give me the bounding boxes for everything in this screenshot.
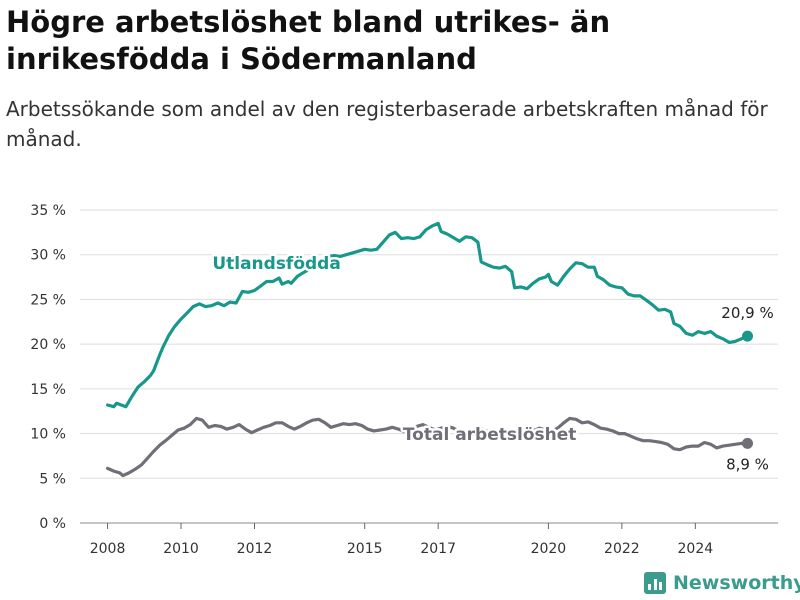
x-tick-label: 2015 <box>347 541 383 557</box>
y-tick-label: 20 % <box>30 337 66 353</box>
series-layer <box>106 221 754 478</box>
page-title: Högre arbetslöshet bland utrikes- än inr… <box>6 5 611 76</box>
grid-layer <box>80 209 778 524</box>
page-subtitle: Arbetssökande som andel av den registerb… <box>6 97 768 151</box>
y-tick-label: 35 % <box>30 203 66 219</box>
end-label-total-arbetsloshet: 8,9 % <box>726 455 769 473</box>
brand-name: Newsworthy <box>673 572 800 594</box>
x-tick-label: 2022 <box>604 541 640 557</box>
y-tick-label: 25 % <box>30 292 66 308</box>
series-label-total-arbetsloshet: Total arbetslöshet <box>403 425 577 445</box>
x-tick-label: 2012 <box>237 541 273 557</box>
x-tick-label: 2024 <box>678 541 714 557</box>
bar-chart-logo-icon <box>644 572 666 594</box>
y-tick-label: 30 % <box>30 248 66 264</box>
label-layer: 20,9 % 8,9 % Utlandsfödda Total arbetslöshe… <box>210 252 774 474</box>
y-tick-label: 15 % <box>30 382 66 398</box>
x-tick-label: 2008 <box>90 541 126 557</box>
x-tick-label: 2017 <box>420 541 456 557</box>
x-tick-label: 2010 <box>163 541 199 557</box>
series-line-utlandsfodda <box>106 221 750 409</box>
axis-layer: 0 % 5 % 10 % 15 % 20 % 25 % 30 % 35 % 2008 2010 20… <box>30 203 713 557</box>
y-tick-label: 0 % <box>39 516 66 532</box>
end-label-utlandsfodda: 20,9 % <box>721 304 773 322</box>
y-tick-label: 5 % <box>39 471 66 487</box>
end-point-utlandsfodda <box>742 330 754 342</box>
series-line-total-arbetsloshet <box>106 416 750 478</box>
newsworthy-logo: Newsworthy <box>644 568 800 598</box>
end-point-total-arbetsloshet <box>742 437 754 449</box>
x-tick-label: 2020 <box>531 541 567 557</box>
series-label-utlandsfodda: Utlandsfödda <box>212 254 341 274</box>
y-tick-label: 10 % <box>30 427 66 443</box>
